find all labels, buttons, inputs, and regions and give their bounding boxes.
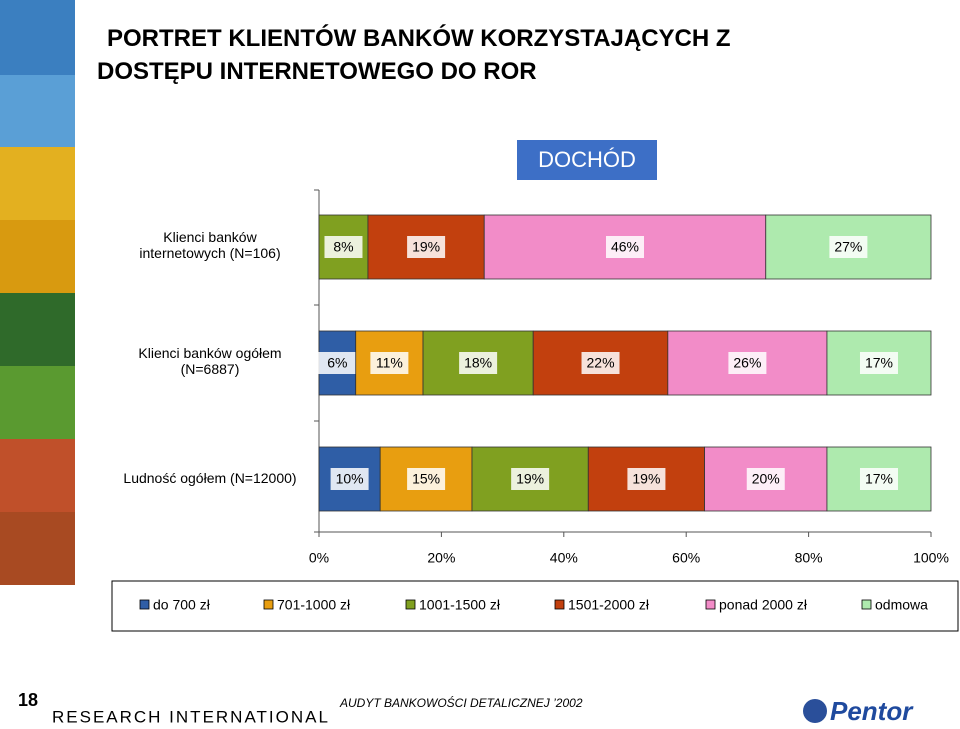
x-tick-label: 40% [550, 550, 578, 566]
value-label: 17% [865, 355, 893, 371]
chart-title: PORTRET KLIENTÓW BANKÓW KORZYSTAJĄCYCH Z… [97, 24, 731, 85]
label-box [324, 236, 363, 258]
subtitle-box [517, 140, 657, 180]
logo-mark [803, 699, 827, 723]
legend-swatch [405, 599, 416, 610]
legend-label: odmowa [875, 597, 928, 613]
label-box [829, 236, 868, 258]
label-box [407, 468, 446, 490]
deco-wave [0, 0, 75, 75]
footer-note: AUDYT BANKOWOŚCI DETALICZNEJ ’2002 [339, 695, 583, 710]
x-tick-label: 20% [427, 550, 455, 566]
legend-swatch [139, 599, 150, 610]
legend-label: ponad 2000 zł [719, 597, 808, 613]
label-box [511, 468, 550, 490]
category-label: Klienci banków ogółem (N=6887) [138, 345, 282, 377]
value-label: 19% [516, 471, 544, 487]
label-box [859, 352, 898, 374]
company-name: RESEARCH INTERNATIONAL [52, 707, 330, 726]
value-label: 26% [733, 355, 761, 371]
value-label: 6% [327, 355, 347, 371]
page-number: 18 [18, 690, 38, 710]
value-label: 18% [464, 355, 492, 371]
label-box [746, 468, 785, 490]
x-tick-label: 80% [795, 550, 823, 566]
legend-swatch [705, 599, 716, 610]
deco-water [0, 75, 75, 147]
x-tick-label: 60% [672, 550, 700, 566]
label-box [330, 468, 369, 490]
value-label: 20% [752, 471, 780, 487]
deco-sunflower [0, 220, 75, 293]
logo: Pentor [830, 696, 914, 726]
value-label: 10% [336, 471, 364, 487]
x-tick-label: 0% [309, 550, 329, 566]
value-label: 46% [611, 239, 639, 255]
label-box [859, 468, 898, 490]
value-label: 19% [412, 239, 440, 255]
value-label: 15% [412, 471, 440, 487]
label-box [459, 352, 498, 374]
category-label: Ludność ogółem (N=12000) [123, 470, 297, 486]
legend-label: 1001-1500 zł [419, 597, 501, 613]
legend-swatch [263, 599, 274, 610]
value-label: 17% [865, 471, 893, 487]
deco-leaf [0, 366, 75, 439]
value-label: 19% [632, 471, 660, 487]
value-label: 22% [587, 355, 615, 371]
x-tick-label: 100% [913, 550, 949, 566]
legend-label: 701-1000 zł [277, 597, 351, 613]
deco-sunflowers [0, 147, 75, 220]
label-box [318, 352, 357, 374]
label-box [627, 468, 666, 490]
deco-forest [0, 293, 75, 366]
label-box [728, 352, 767, 374]
label-box [407, 236, 446, 258]
category-label: Klienci banków internetowych (N=106) [139, 229, 281, 261]
value-label: 8% [333, 239, 353, 255]
chart-subtitle: DOCHÓD [538, 147, 636, 172]
value-label: 11% [376, 355, 403, 371]
label-box [581, 352, 620, 374]
label-box [606, 236, 644, 258]
deco-desert [0, 439, 75, 512]
deco-footprint [0, 512, 75, 585]
legend-box [111, 580, 959, 632]
legend-label: 1501-2000 zł [568, 597, 650, 613]
legend-swatch [554, 599, 565, 610]
label-box [370, 352, 409, 374]
value-label: 27% [834, 239, 862, 255]
legend-label: do 700 zł [153, 597, 211, 613]
legend-swatch [861, 599, 872, 610]
